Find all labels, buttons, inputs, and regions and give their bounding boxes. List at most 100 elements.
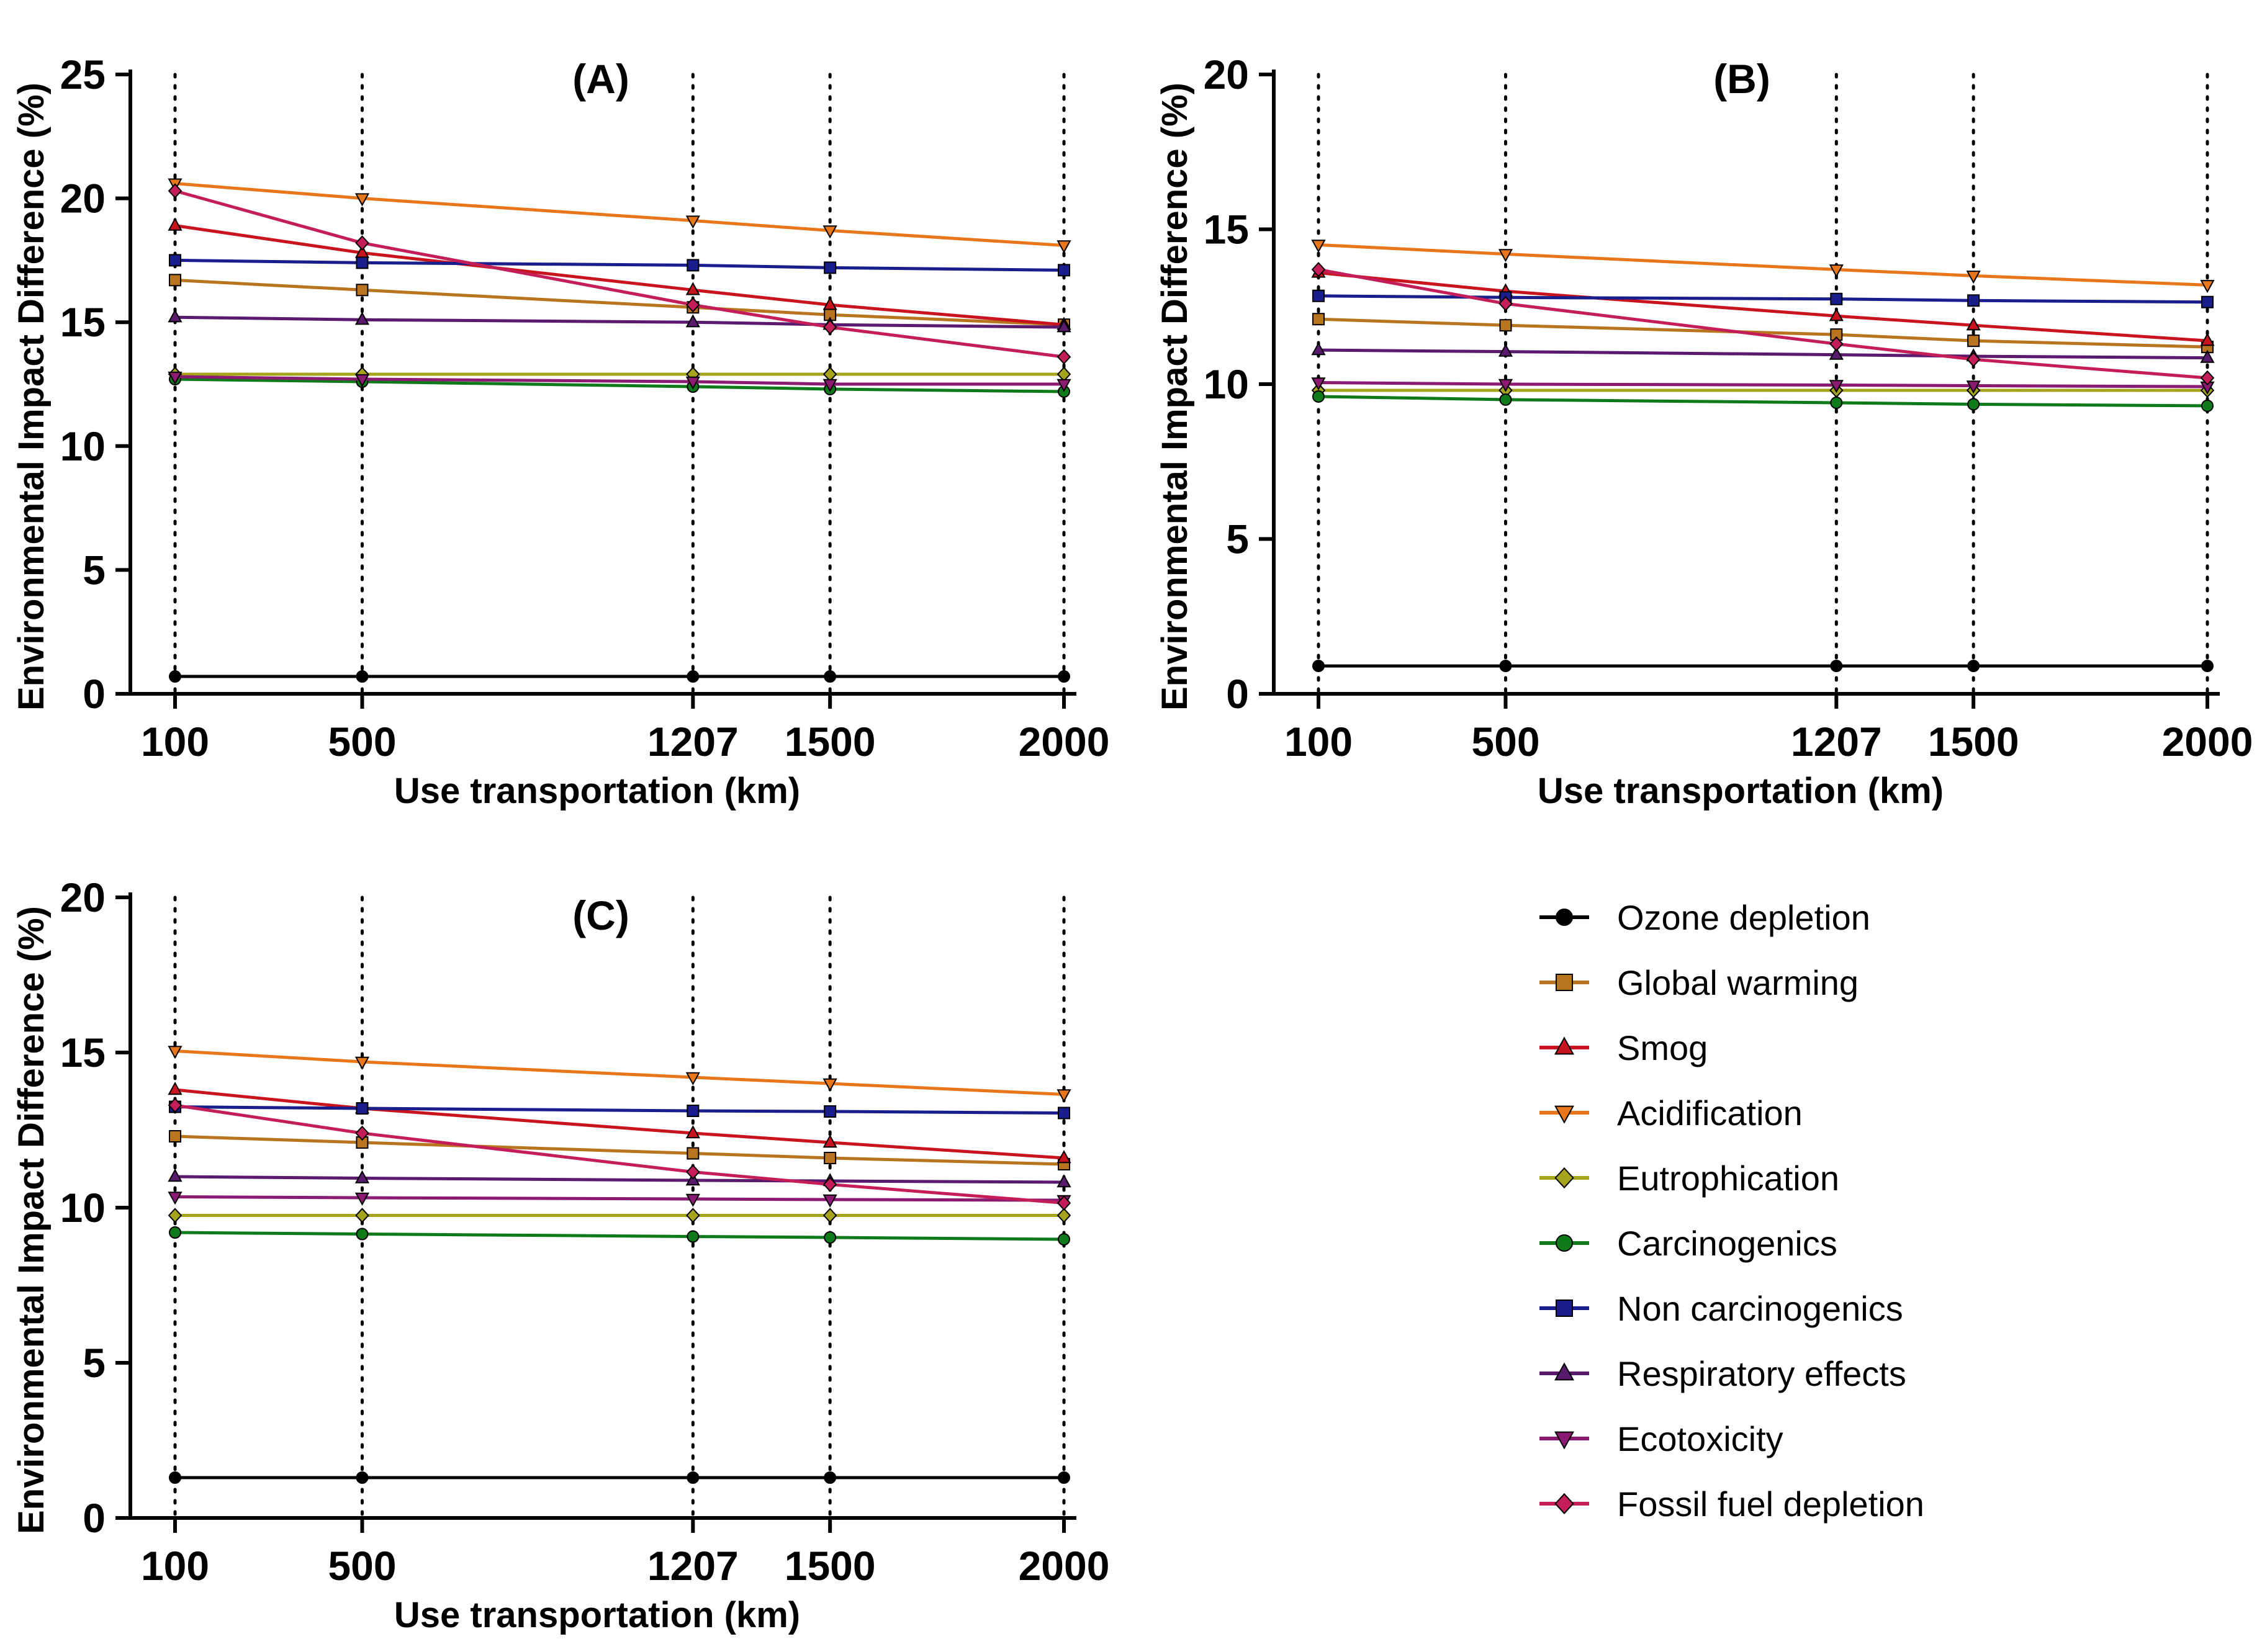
data-point — [822, 1194, 837, 1208]
legend-marker — [1554, 1362, 1574, 1381]
data-point — [1311, 240, 1326, 253]
series-line — [1318, 348, 2208, 360]
data-point — [1057, 319, 1071, 333]
data-point — [168, 371, 182, 385]
series-ozone-depletion — [169, 670, 1070, 683]
x-tick-label: 1500 — [785, 1543, 876, 1589]
data-point — [168, 217, 182, 231]
data-point — [822, 1208, 837, 1223]
data-point — [1499, 660, 1512, 673]
series-ecotoxicity — [168, 371, 1071, 392]
legend-label: Ozone depletion — [1617, 898, 1870, 937]
x-tick-label: 2000 — [1019, 1543, 1110, 1589]
legend-label: Non carcinogenics — [1617, 1289, 1903, 1328]
data-point — [2200, 349, 2215, 363]
y-tick-label: 20 — [60, 874, 106, 920]
data-point — [355, 1125, 369, 1141]
data-point — [168, 1082, 182, 1095]
data-point — [2201, 295, 2214, 308]
series-line — [174, 1231, 1065, 1241]
y-tick-label: 25 — [60, 52, 106, 97]
data-point — [356, 284, 369, 297]
data-point — [1311, 377, 1326, 391]
series-line — [174, 1175, 1065, 1184]
legend-item: Carcinogenics — [1539, 1224, 1837, 1263]
data-point — [169, 274, 181, 287]
data-point — [685, 1072, 700, 1085]
data-point — [356, 1228, 369, 1241]
series-line — [1318, 243, 2208, 287]
legend-label: Smog — [1617, 1028, 1708, 1067]
series-line — [174, 1105, 1065, 1115]
data-point — [1829, 308, 1844, 321]
series-carcinogenics — [1312, 390, 2214, 412]
data-point — [824, 1152, 837, 1164]
data-point — [169, 670, 181, 683]
data-point — [169, 254, 181, 267]
data-point — [685, 282, 700, 295]
data-point — [354, 1170, 370, 1183]
data-point — [2200, 280, 2215, 294]
y-tick-label: 15 — [60, 1030, 106, 1075]
legend-item: Eutrophication — [1539, 1159, 1839, 1198]
data-point — [824, 1231, 837, 1244]
data-point — [354, 1056, 370, 1070]
series-line — [1318, 271, 2208, 343]
series-respiratory-effects — [168, 1169, 1071, 1188]
data-point — [1830, 396, 1843, 409]
x-axis-title: Use transportation (km) — [394, 1595, 800, 1635]
data-point — [1829, 380, 1844, 393]
y-tick-label: 15 — [60, 299, 106, 345]
data-point — [685, 1125, 700, 1139]
data-point — [1967, 660, 1980, 673]
data-point — [687, 1230, 700, 1243]
x-tick-label: 2000 — [1019, 719, 1110, 765]
data-point — [1057, 240, 1071, 254]
legend-label: Respiratory effects — [1617, 1354, 1906, 1393]
panel-b: 0 5 10 15 20 100 500 1207 1500 2000 Use transporta… — [1155, 52, 2253, 811]
data-point — [1057, 1089, 1071, 1103]
series-acidification — [168, 178, 1071, 254]
data-point — [1498, 343, 1513, 357]
data-point — [1057, 379, 1071, 392]
data-point — [169, 1226, 181, 1239]
legend-marker — [1554, 1167, 1574, 1189]
series-ecotoxicity — [168, 1192, 1071, 1208]
data-point — [1057, 1150, 1071, 1164]
legend-marker — [1554, 1105, 1574, 1124]
data-point — [1966, 271, 1981, 284]
legend-marker — [1554, 1431, 1574, 1450]
data-point — [687, 259, 700, 272]
series-line — [174, 1195, 1065, 1202]
data-point — [686, 1208, 700, 1223]
data-point — [824, 1471, 837, 1484]
data-point — [1057, 349, 1071, 365]
panel-title: (B) — [1713, 56, 1770, 102]
legend-label: Eutrophication — [1617, 1159, 1839, 1198]
data-point — [1311, 262, 1326, 277]
data-point — [1967, 398, 1980, 411]
data-point — [685, 314, 700, 328]
data-point — [1966, 317, 1981, 331]
series-ozone-depletion — [1312, 660, 2214, 673]
data-point — [685, 1193, 700, 1207]
series-line — [174, 1049, 1065, 1096]
y-tick-label: 0 — [83, 1495, 106, 1541]
data-point — [169, 1471, 181, 1484]
data-point — [1058, 1471, 1070, 1484]
legend-marker — [1556, 1234, 1573, 1252]
legend-marker — [1554, 1036, 1574, 1055]
data-point — [354, 1192, 370, 1206]
series-line — [1318, 395, 2208, 408]
x-tick-label: 500 — [1471, 719, 1539, 765]
data-point — [356, 256, 369, 269]
data-point — [168, 1046, 182, 1059]
y-tick-label: 20 — [1204, 52, 1249, 97]
legend-marker — [1554, 1493, 1574, 1515]
series-respiratory-effects — [1311, 342, 2215, 363]
data-point — [168, 1169, 182, 1182]
data-point — [1312, 313, 1325, 326]
data-point — [1057, 1195, 1071, 1211]
data-point — [1967, 294, 1980, 307]
x-tick-label: 2000 — [2162, 719, 2253, 765]
